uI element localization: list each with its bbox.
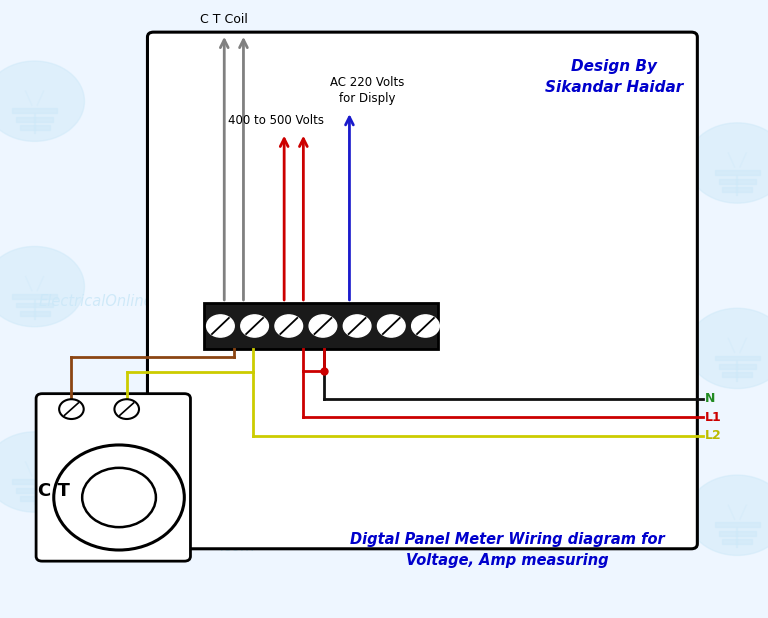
Bar (16, 303, 53, 308)
Circle shape (526, 61, 626, 142)
Bar (558, 303, 594, 308)
Text: ElectricalOnline4u.com: ElectricalOnline4u.com (434, 294, 603, 309)
Circle shape (526, 247, 626, 327)
FancyBboxPatch shape (36, 394, 190, 561)
Text: C T: C T (38, 482, 70, 501)
Text: L1: L1 (705, 410, 722, 424)
Bar (722, 373, 752, 378)
Text: .com: .com (219, 294, 255, 309)
Circle shape (114, 399, 139, 419)
Circle shape (54, 445, 184, 550)
Circle shape (0, 247, 84, 327)
Text: AC 220 Volts
for Disply: AC 220 Volts for Disply (330, 76, 404, 105)
Bar (558, 117, 594, 122)
Bar (16, 117, 53, 122)
Bar (12, 294, 57, 298)
Bar (722, 187, 752, 192)
Bar (554, 294, 598, 298)
Bar (719, 179, 756, 184)
Text: ElectricalOnline4u: ElectricalOnline4u (38, 294, 171, 309)
Text: L2: L2 (705, 429, 722, 442)
Circle shape (0, 432, 84, 512)
Circle shape (207, 315, 234, 337)
Bar (561, 125, 591, 130)
Text: Digtal Panel Meter Wiring diagram for
Voltage, Amp measuring: Digtal Panel Meter Wiring diagram for Vo… (349, 532, 664, 568)
Bar (719, 365, 756, 370)
Bar (12, 108, 57, 113)
Circle shape (412, 315, 439, 337)
Bar (554, 108, 598, 113)
FancyBboxPatch shape (147, 32, 697, 549)
Circle shape (687, 308, 768, 389)
Bar (719, 531, 756, 536)
Circle shape (241, 315, 269, 337)
Text: N: N (705, 392, 716, 405)
Bar (19, 496, 49, 501)
Bar (19, 311, 49, 316)
Bar (561, 311, 591, 316)
Text: ElectricalOnline4u: ElectricalOnline4u (38, 540, 171, 554)
Text: 400 to 500 Volts: 400 to 500 Volts (229, 114, 324, 127)
Circle shape (0, 61, 84, 142)
Bar (19, 125, 49, 130)
Bar (715, 522, 760, 527)
Circle shape (82, 468, 156, 527)
Circle shape (687, 475, 768, 556)
Bar (715, 355, 760, 360)
Circle shape (275, 315, 303, 337)
Bar (715, 170, 760, 175)
Bar (16, 488, 53, 493)
Text: .com: .com (219, 540, 255, 554)
Bar (204, 303, 438, 349)
Text: Design By
Sikandar Haidar: Design By Sikandar Haidar (545, 59, 684, 95)
Bar (722, 540, 752, 544)
Circle shape (378, 315, 406, 337)
Bar (12, 479, 57, 484)
Text: C T Coil: C T Coil (200, 13, 248, 26)
Circle shape (309, 315, 336, 337)
Circle shape (687, 123, 768, 203)
Circle shape (59, 399, 84, 419)
Circle shape (343, 315, 371, 337)
